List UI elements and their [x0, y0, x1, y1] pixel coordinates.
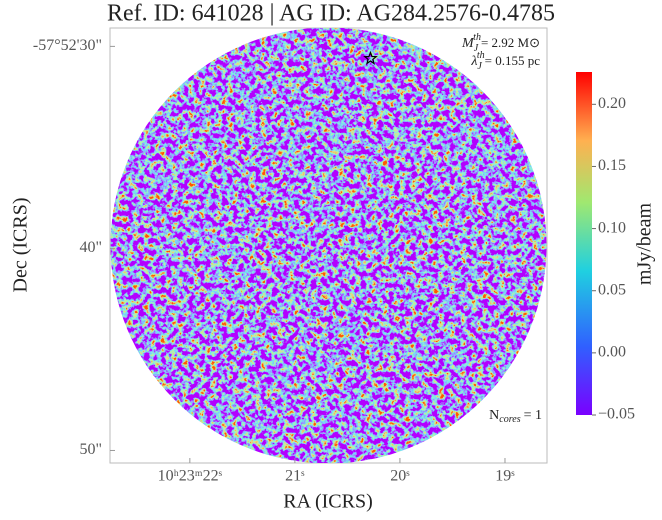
intensity-map: [110, 28, 547, 463]
superscript: th: [473, 32, 481, 43]
cores-annotation: Ncores = 1: [489, 408, 542, 425]
length-annotation: λJth= 0.155 pc: [470, 50, 540, 72]
mass-annotation: MJth= 2.92 M⊙: [461, 32, 540, 54]
subscript: J: [477, 61, 482, 72]
symbol: λ: [470, 54, 477, 69]
value: = 0.155 pc: [485, 53, 541, 68]
x-tick-label: 20ˢ: [390, 468, 410, 485]
colorbar-tick-label: 0.10: [598, 219, 626, 236]
x-tick-label: 21ˢ: [285, 468, 305, 485]
image: [110, 28, 547, 463]
y-tick-label: -57°52'30": [33, 37, 102, 54]
y-tick-label: 50": [79, 441, 102, 458]
colorbar-tick-label: −0.05: [598, 406, 635, 423]
colorbar-tick-label: 0.15: [598, 157, 626, 174]
core-marker: [363, 50, 378, 65]
colorbar-tick-label: 0.20: [598, 95, 626, 112]
subscript: J: [474, 43, 479, 54]
value: = 2.92 M⊙: [481, 35, 540, 50]
subscript: cores: [499, 414, 520, 425]
colorbar-label: mJy/beam: [634, 202, 656, 285]
x-axis-label: RA (ICRS): [283, 491, 372, 513]
value: = 1: [524, 408, 542, 423]
symbol: N: [489, 408, 499, 423]
chart-title: Ref. ID: 641028 | AG ID: AG284.2576-0.47…: [107, 1, 555, 27]
superscript: th: [477, 50, 485, 61]
x-tick-label: 10ʰ23ᵐ22ˢ: [158, 468, 223, 485]
colorbar-tick-label: 0.00: [598, 344, 626, 361]
colorbar-tick-label: 0.05: [598, 281, 626, 298]
x-tick-label: 19ˢ: [495, 468, 515, 485]
y-axis-label: Dec (ICRS): [10, 198, 32, 293]
symbol: M: [461, 36, 475, 51]
y-tick-label: 40": [79, 239, 102, 256]
colorbar: [576, 72, 592, 415]
